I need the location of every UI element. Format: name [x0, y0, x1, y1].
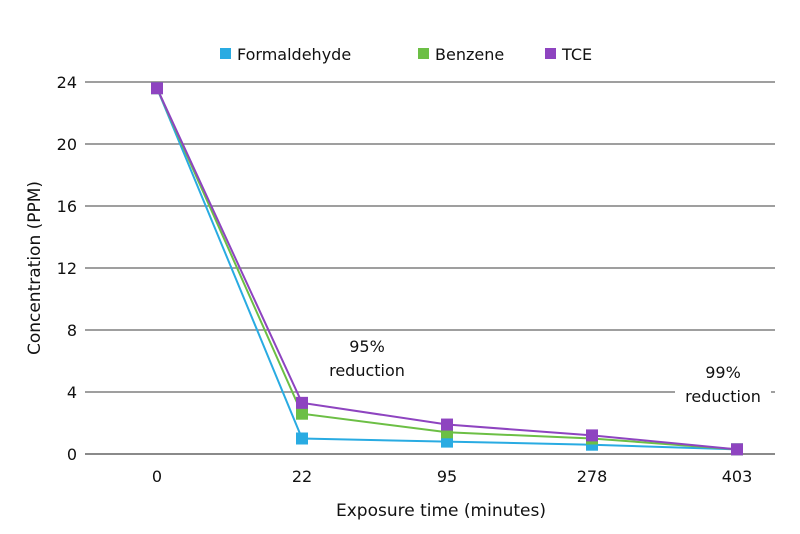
legend-label: Benzene: [435, 45, 504, 64]
x-tick-label: 403: [722, 467, 753, 486]
legend-label: TCE: [561, 45, 592, 64]
y-tick-label: 8: [67, 321, 77, 340]
annotation-line1: 95%: [349, 337, 385, 356]
data-point-benzene: [296, 407, 308, 420]
data-point-tce: [151, 82, 163, 95]
data-point-tce: [731, 443, 743, 456]
data-point-tce: [296, 396, 308, 409]
annotation-line2: reduction: [329, 361, 405, 380]
y-tick-label: 20: [57, 135, 77, 154]
annotation-line1: 99%: [705, 363, 741, 382]
y-tick-label: 0: [67, 445, 77, 464]
legend-marker: [418, 48, 429, 59]
legend-marker: [220, 48, 231, 59]
y-tick-label: 24: [57, 73, 77, 92]
y-tick-label: 4: [67, 383, 77, 402]
x-tick-label: 0: [152, 467, 162, 486]
annotation-bg: [319, 332, 415, 380]
series-line-tce: [156, 87, 738, 451]
data-point-tce: [441, 418, 453, 431]
x-tick-label: 278: [577, 467, 608, 486]
annotation-line2: reduction: [685, 387, 761, 406]
y-axis-label: Concentration (PPM): [25, 181, 45, 355]
x-tick-label: 95: [437, 467, 457, 486]
annotation-bg: [675, 358, 771, 406]
x-tick-label: 22: [292, 467, 312, 486]
y-tick-label: 12: [57, 259, 77, 278]
data-point-formaldehyde: [296, 432, 308, 445]
y-tick-label: 16: [57, 197, 77, 216]
legend-label: Formaldehyde: [237, 45, 351, 64]
data-point-formaldehyde: [441, 435, 453, 448]
data-point-tce: [586, 429, 598, 442]
series-line-formaldehyde: [156, 87, 738, 451]
series-line-benzene: [156, 87, 738, 451]
legend-marker: [545, 48, 556, 59]
x-axis-label: Exposure time (minutes): [336, 501, 546, 521]
